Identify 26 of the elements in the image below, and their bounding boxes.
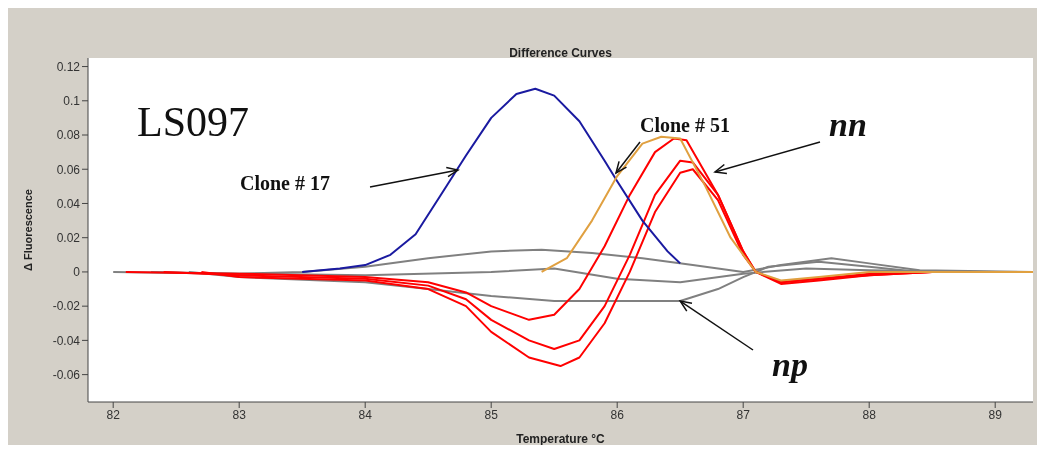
annotation: Clone # 51 — [640, 113, 730, 136]
y-axis-title: Δ Fluorescence — [21, 189, 34, 271]
x-tick-label: 88 — [862, 407, 877, 422]
x-axis-title: Temperature °C — [516, 432, 606, 446]
chart-title: Difference Curves — [508, 46, 613, 60]
x-tick-label: 89 — [988, 407, 1003, 422]
x-tick-label: 87 — [736, 407, 751, 422]
x-tick-label: 83 — [232, 407, 247, 422]
x-tick-label: 86 — [610, 407, 625, 422]
y-tick-label: 0 — [73, 265, 81, 280]
y-tick-label: 0.06 — [56, 162, 81, 177]
y-tick-label: -0.02 — [52, 299, 81, 314]
y-tick-label: 0.02 — [56, 230, 81, 245]
y-tick-label: -0.06 — [52, 367, 81, 382]
x-tick-label: 84 — [358, 407, 373, 422]
annotation: LS097 — [136, 98, 250, 145]
annotation: nn — [829, 105, 867, 143]
annotation: Clone # 17 — [240, 171, 330, 194]
y-tick-label: 0.1 — [63, 94, 81, 109]
y-tick-label: 0.04 — [56, 196, 81, 211]
x-tick-label: 85 — [484, 407, 499, 422]
x-tick-label: 82 — [106, 407, 121, 422]
y-tick-label: 0.12 — [56, 59, 81, 74]
annotation: np — [772, 345, 808, 383]
y-tick-label: 0.08 — [56, 128, 81, 143]
y-tick-label: -0.04 — [52, 333, 81, 348]
